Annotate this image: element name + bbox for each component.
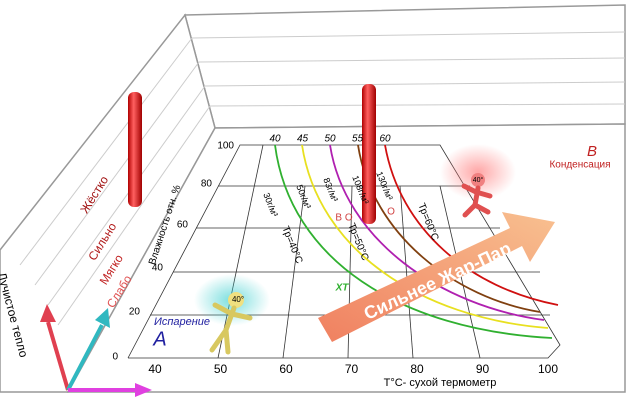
top-tick-label: 60 [379,134,391,145]
top-tick-label: 50 [324,134,336,145]
x-tick-label: 100 [538,362,558,376]
x-tick-label: 50 [214,362,228,376]
x-axis-label: T°C- сухой термометр [384,377,497,389]
x-tick-label: 90 [476,362,490,376]
y-tick-label: 100 [217,141,234,152]
xt-label: ХТ [335,283,350,294]
y-tick-label: 0 [112,352,118,363]
point-temp: 40° [473,176,484,184]
figure-a [209,292,253,355]
axes-arrows [40,304,152,397]
y-tick-label: 80 [201,179,213,190]
top-tick-label: 55 [352,134,364,145]
y-tick-label: 60 [177,220,189,231]
top-tick-label: 45 [297,134,309,145]
point-letter: B [587,143,597,160]
marker: O [387,207,395,218]
point-label: Испарение [154,316,210,328]
tube [128,92,142,207]
direction-arrow [318,212,555,342]
point-temp: 40° [232,295,244,304]
x-tick-label: 40 [148,362,162,376]
top-tick-label: 40 [269,134,281,145]
tube [362,84,376,224]
glow [440,144,516,200]
wall-lines [19,31,626,326]
x-tick-label: 80 [410,362,424,376]
marker: B O [335,213,352,224]
y-tick-label: 40 [152,263,164,274]
x-tick-label: 60 [279,362,293,376]
back-wall [184,4,626,129]
x-tick-label: 70 [345,362,359,376]
y-tick-label: 20 [129,307,141,318]
curves [274,144,559,339]
point-label: Конденсация [549,160,610,171]
figure-b [461,173,493,218]
point-letter: A [152,328,166,350]
